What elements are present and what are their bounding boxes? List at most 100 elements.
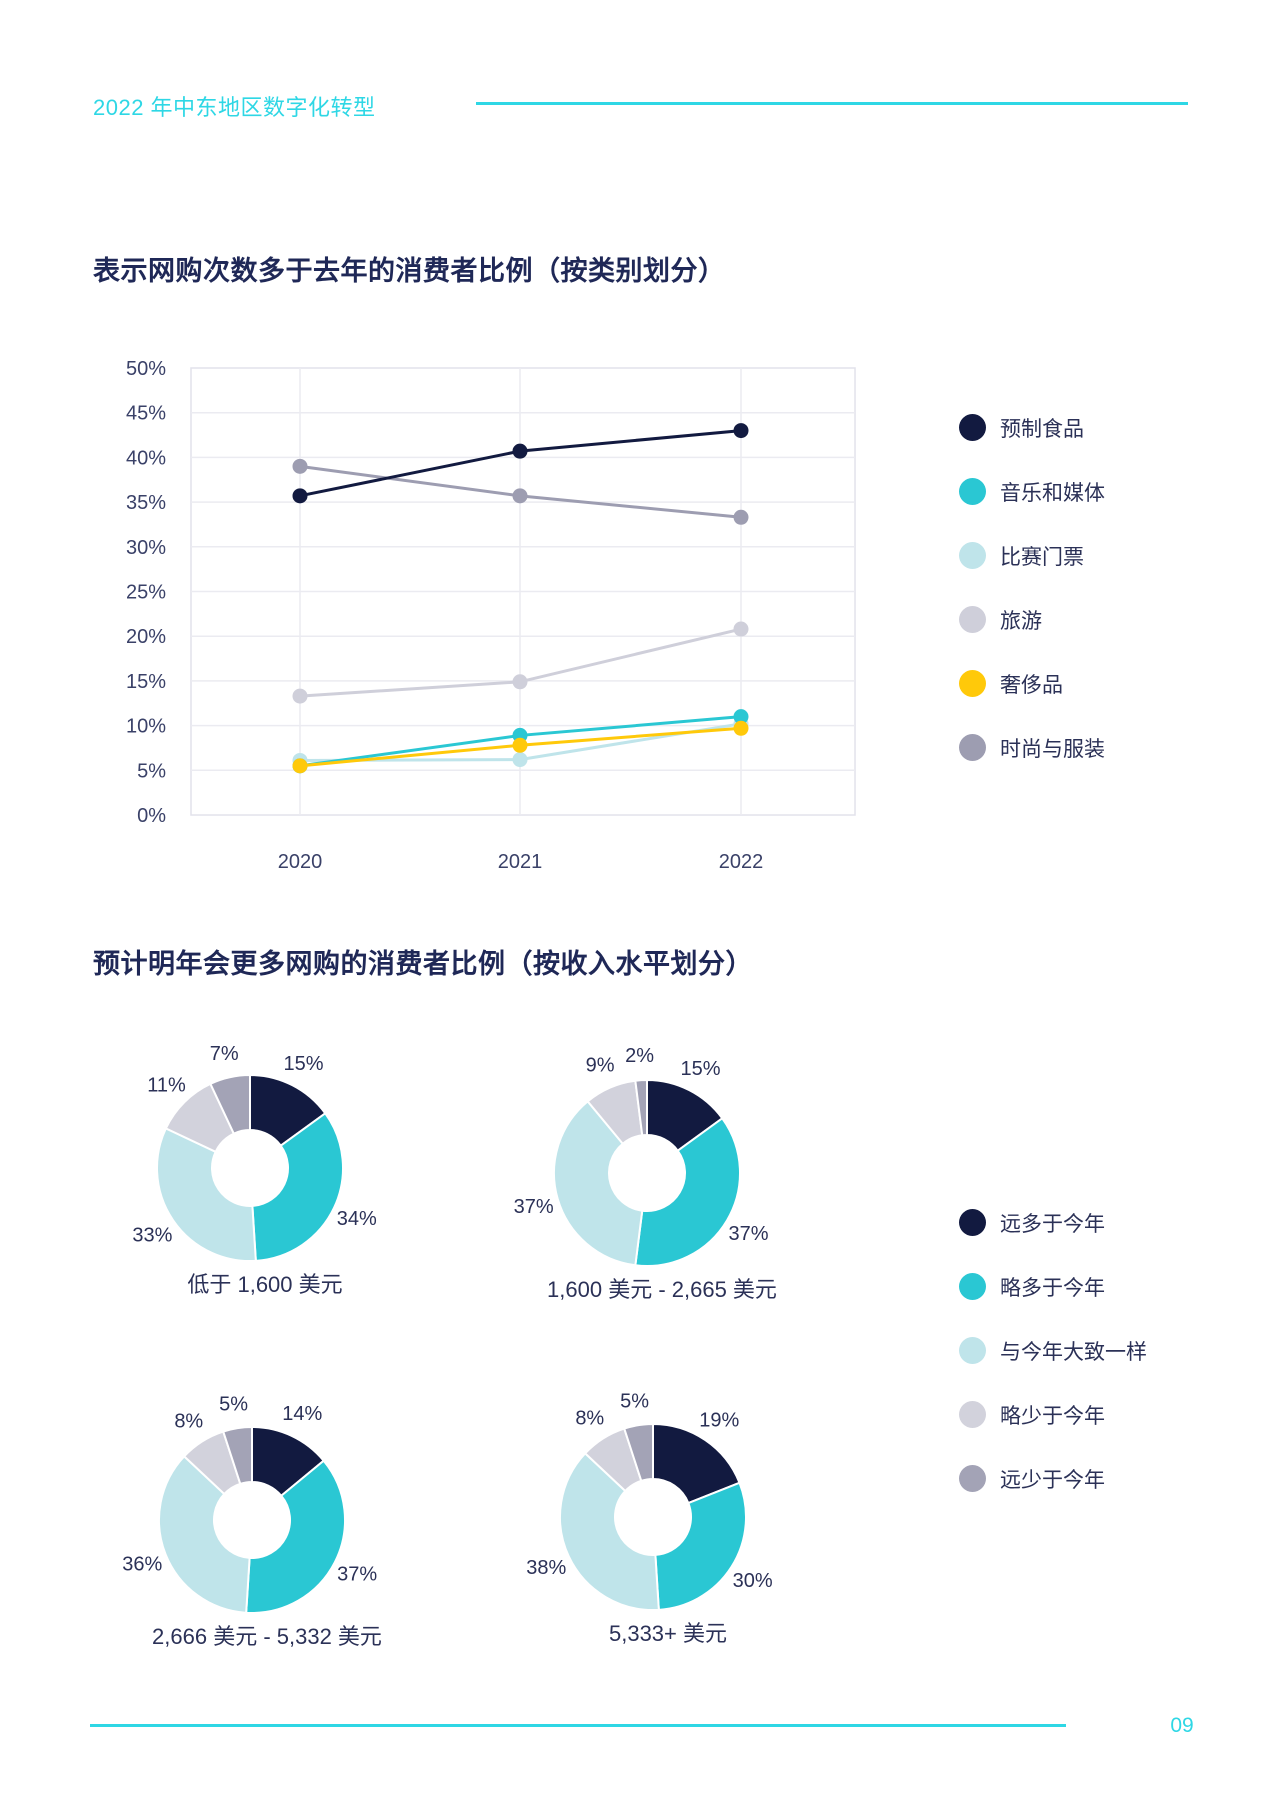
y-axis-tick-label: 40%: [126, 447, 166, 469]
donut-slice-value-label: 34%: [337, 1208, 377, 1230]
page-number: 09: [1170, 1714, 1194, 1737]
line-chart-legend: 预制食品音乐和媒体比赛门票旅游奢侈品时尚与服装: [959, 414, 1105, 761]
legend-label: 奢侈品: [1000, 673, 1063, 697]
category-legend-item-4: 奢侈品: [959, 670, 1105, 697]
donut-chart-legend: 远多于今年略多于今年与今年大致一样 略少于今年远少于今年: [959, 1209, 1147, 1492]
y-axis-tick-label: 0%: [137, 805, 166, 827]
header-divider-line: [476, 102, 1188, 105]
data-point: [512, 737, 528, 753]
donut-0-slice-1: [251, 1111, 344, 1262]
data-point: [733, 509, 749, 525]
expectation-legend-item-3: 略少于今年: [959, 1401, 1147, 1428]
donut-slice-value-label: 37%: [514, 1196, 554, 1218]
donut-slice-value-label: 8%: [575, 1407, 604, 1429]
donut-slice-value-label: 37%: [337, 1564, 377, 1586]
expectation-legend-item-0: 远多于今年: [959, 1209, 1147, 1236]
donut-slice-value-label: 2%: [625, 1045, 654, 1067]
donut-slice-value-label: 37%: [729, 1223, 769, 1245]
donut-slice-value-label: 30%: [733, 1570, 773, 1592]
category-legend-item-0: 预制食品: [959, 414, 1105, 441]
data-point: [292, 688, 308, 704]
donut-1-slice-1: [634, 1116, 741, 1267]
donut-slice-value-label: 5%: [219, 1393, 248, 1415]
category-legend-item-3: 旅游: [959, 606, 1105, 633]
expectation-legend-item-2: 与今年大致一样: [959, 1337, 1147, 1364]
donut-3-slice-2: [559, 1451, 660, 1611]
donut-slice-value-label: 7%: [210, 1043, 239, 1065]
legend-label: 旅游: [1000, 609, 1042, 633]
donut-slice-value-label: 14%: [282, 1403, 322, 1425]
legend-dot-icon: [959, 1337, 986, 1364]
data-point: [733, 423, 749, 439]
legend-dot-icon: [959, 1401, 986, 1428]
donut-slice-value-label: 8%: [174, 1410, 203, 1432]
donut-caption: 5,333+ 美元: [609, 1621, 727, 1646]
y-axis-tick-label: 45%: [126, 403, 166, 425]
donut-1-slice-4: [634, 1078, 648, 1137]
donut-charts: 15% 34% 33% 11% 7% 低于 1,600 美元 15% 37% 37% 9% 2% 1,…: [122, 1043, 777, 1649]
donut-slice-value-label: 36%: [122, 1553, 162, 1575]
donut-0-slice-2: [156, 1127, 257, 1262]
data-point: [292, 458, 308, 474]
donut-slice-value-label: 5%: [620, 1390, 649, 1412]
category-legend-item-2: 比赛门票: [959, 542, 1105, 569]
x-axis-tick-label: 2022: [719, 851, 764, 873]
y-axis-tick-label: 10%: [126, 716, 166, 738]
legend-dot-icon: [959, 414, 986, 441]
legend-dot-icon: [959, 1273, 986, 1300]
donut-3-slice-1: [654, 1481, 747, 1611]
donut-0-slice-4: [209, 1073, 251, 1135]
x-axis-tick-label: 2020: [278, 851, 323, 873]
y-axis-tick-label: 50%: [126, 358, 166, 380]
legend-dot-icon: [959, 734, 986, 761]
page-header-title: 2022 年中东地区数字化转型: [93, 95, 376, 120]
donut-slice-value-label: 9%: [586, 1055, 615, 1077]
data-point: [292, 758, 308, 774]
legend-dot-icon: [959, 478, 986, 505]
legend-label: 音乐和媒体: [1000, 481, 1105, 505]
legend-label: 略多于今年: [1000, 1276, 1105, 1300]
line-chart-title: 表示网购次数多于去年的消费者比例（按类别划分）: [93, 256, 726, 286]
legend-label: 时尚与服装: [1000, 737, 1105, 761]
legend-dot-icon: [959, 670, 986, 697]
legend-label: 远多于今年: [1000, 1212, 1105, 1236]
donut-slice-value-label: 15%: [284, 1053, 324, 1075]
donut-slice-value-label: 33%: [132, 1224, 172, 1246]
data-point: [292, 488, 308, 504]
legend-label: 与今年大致一样: [1000, 1340, 1147, 1364]
donut-caption: 1,600 美元 - 2,665 美元: [547, 1277, 777, 1302]
line-chart: 0% 5% 10% 15% 20% 25% 30% 35% 40% 45% 50% 2020 2021 2…: [126, 358, 856, 873]
category-legend-item-5: 时尚与服装: [959, 734, 1105, 761]
donut-slice-value-label: 15%: [681, 1058, 721, 1080]
legend-dot-icon: [959, 1465, 986, 1492]
legend-dot-icon: [959, 1209, 986, 1236]
donut-1-slice-2: [553, 1099, 644, 1267]
donut-slice-value-label: 11%: [147, 1075, 186, 1097]
donut-slice-value-label: 19%: [699, 1409, 739, 1431]
y-axis-tick-label: 25%: [126, 582, 166, 604]
data-point: [733, 621, 749, 637]
category-legend-item-1: 音乐和媒体: [959, 478, 1105, 505]
donut-slice-value-label: 38%: [526, 1557, 566, 1579]
legend-label: 预制食品: [1000, 417, 1084, 441]
expectation-legend-item-4: 远少于今年: [959, 1465, 1147, 1492]
data-point: [733, 709, 749, 725]
donut-3-slice-0: [652, 1422, 741, 1505]
legend-label: 远少于今年: [1000, 1468, 1105, 1492]
y-axis-tick-label: 35%: [126, 492, 166, 514]
donut-2-slice-1: [245, 1459, 347, 1614]
legend-label: 略少于今年: [1000, 1404, 1105, 1428]
donut-caption: 低于 1,600 美元: [187, 1272, 342, 1297]
data-point: [512, 443, 528, 459]
data-point: [512, 674, 528, 690]
donut-2-slice-4: [222, 1425, 253, 1486]
y-axis-tick-label: 5%: [137, 760, 166, 782]
legend-dot-icon: [959, 606, 986, 633]
y-axis-tick-label: 20%: [126, 626, 166, 648]
donut-section-title: 预计明年会更多网购的消费者比例（按收入水平划分）: [93, 949, 753, 979]
y-axis-tick-label: 15%: [126, 671, 166, 693]
data-point: [512, 488, 528, 504]
donut-2-slice-2: [158, 1454, 251, 1614]
y-axis-tick-label: 30%: [126, 537, 166, 559]
